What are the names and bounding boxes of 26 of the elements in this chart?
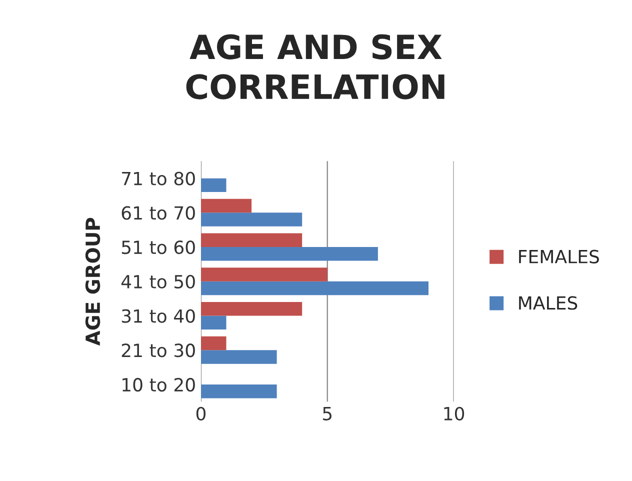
y-tick-label: 51 to 60 xyxy=(122,240,195,254)
bar xyxy=(200,350,277,364)
chart-title: AGE AND SEX CORRELATION xyxy=(186,34,444,100)
bar xyxy=(200,281,428,296)
y-tick-label: 21 to 30 xyxy=(122,344,195,358)
bar xyxy=(200,316,226,330)
legend-label: MALES xyxy=(519,296,578,310)
y-tick-label: 71 to 80 xyxy=(122,172,195,186)
bar xyxy=(200,247,378,261)
legend-label: FEMALES xyxy=(519,250,599,264)
y-tick-label: 31 to 40 xyxy=(122,309,195,323)
x-tick-label: 10 xyxy=(444,406,464,420)
bar xyxy=(200,302,302,316)
x-tick-label: 5 xyxy=(323,407,332,420)
bar xyxy=(200,212,302,226)
y-tick-label: 10 to 20 xyxy=(122,378,195,392)
bar xyxy=(200,198,252,213)
y-tick-label: 61 to 70 xyxy=(122,206,195,220)
bar xyxy=(200,384,277,398)
y-tick-label: 41 to 50 xyxy=(121,274,195,288)
y-axis-title: AGE GROUP xyxy=(85,218,100,346)
bar xyxy=(200,233,302,248)
x-tick-label: 0 xyxy=(196,406,206,420)
bar xyxy=(200,268,328,282)
bar xyxy=(200,178,226,192)
bar xyxy=(200,336,226,350)
